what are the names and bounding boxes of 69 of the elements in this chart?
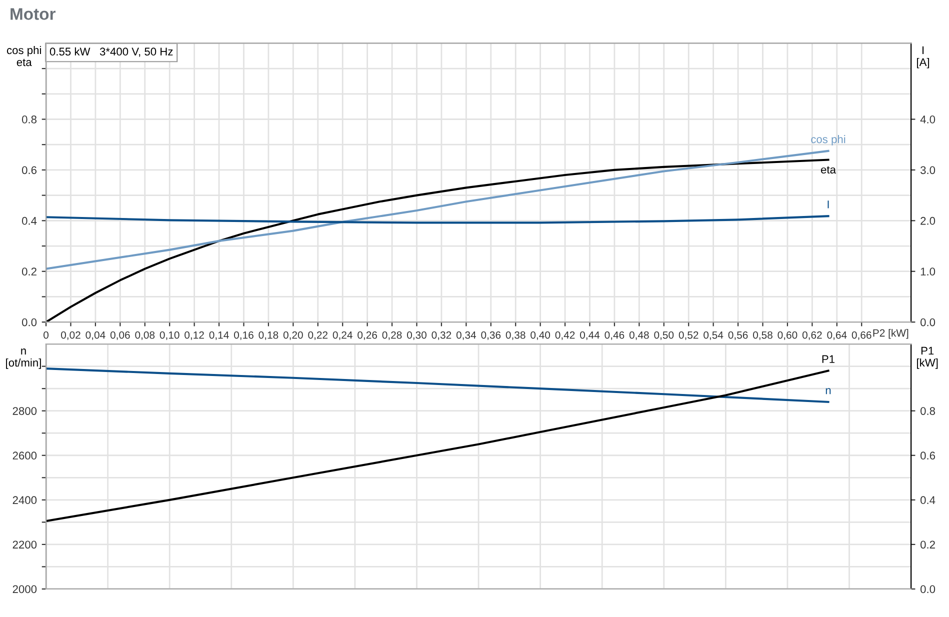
x-tick-label: 0,50 (654, 331, 674, 340)
y-axis-title: n [ot/min] (6, 348, 41, 369)
x-tick-label: 0,42 (555, 331, 575, 340)
series-label: P1 (822, 355, 834, 363)
x-tick-label: 0,66 (852, 331, 872, 340)
y2-tick-label: 1.0 (920, 268, 936, 276)
series-label: eta (820, 166, 836, 174)
x-tick-label: 0,30 (407, 331, 426, 340)
x-tick-label: 0,34 (456, 331, 476, 340)
x-tick-label: 0,18 (258, 331, 278, 340)
chart-title: Motor (10, 8, 56, 20)
x-tick-label: 0,54 (704, 331, 724, 340)
y-tick-label: 2200 (12, 540, 37, 549)
x-tick-label: 0,38 (506, 331, 526, 340)
series-label: n (826, 388, 831, 394)
x-tick-label: 0,36 (481, 331, 501, 340)
x-tick-label: 0,28 (382, 331, 402, 340)
x-tick-label: 0,56 (728, 331, 748, 340)
x-tick-label: 0,44 (580, 331, 600, 340)
x-tick-label: 0,16 (234, 331, 254, 340)
x-tick-label: 0 (44, 331, 49, 339)
y2-tick-label: 0.4 (920, 496, 936, 504)
y-tick-label: 0.6 (22, 166, 37, 174)
x-tick-label: 0,48 (629, 331, 649, 340)
x-tick-label: 0,60 (778, 331, 798, 340)
y2-axis-title: I [A] (917, 46, 930, 68)
x-tick-label: 0,26 (358, 331, 377, 340)
x-tick-label: 0,52 (678, 331, 698, 340)
annotation: 0.55 kW 3*400 V, 50 Hz (50, 47, 173, 57)
x-tick-label: 0,22 (308, 331, 328, 340)
y2-tick-label: 3.0 (920, 166, 936, 174)
x-tick-label: 0,32 (432, 331, 452, 340)
x-tick-label: 0,46 (604, 331, 624, 340)
x-axis-title: P2 [kW] (873, 329, 908, 339)
y2-tick-label: 0.0 (920, 585, 936, 594)
x-tick-label: 0,64 (827, 331, 847, 340)
x-tick-label: 0,02 (61, 331, 80, 340)
y2-axis-title: P1 [kW] (917, 346, 938, 369)
x-tick-label: 0,04 (86, 331, 106, 340)
y-tick-label: 2800 (12, 407, 37, 415)
y-tick-label: 0.0 (22, 318, 37, 326)
x-tick-label: 0,06 (110, 331, 130, 340)
y2-tick-label: 2.0 (920, 216, 936, 225)
x-tick-label: 0,14 (209, 331, 229, 340)
y2-tick-label: 0.6 (920, 452, 936, 460)
x-tick-label: 0,58 (753, 331, 772, 340)
series-label: I (828, 200, 829, 208)
y2-tick-label: 0.8 (920, 407, 936, 415)
x-tick-label: 0,62 (802, 331, 822, 340)
y2-tick-label: 4.0 (920, 116, 936, 124)
line-series (46, 370, 830, 522)
y-tick-label: 2400 (12, 496, 37, 504)
x-tick-label: 0,40 (530, 331, 550, 340)
y2-tick-label: 0.2 (920, 540, 935, 549)
x-tick-label: 0,24 (332, 331, 352, 340)
line-series (46, 215, 830, 224)
x-tick-label: 0,08 (135, 331, 155, 340)
y-tick-label: 0.4 (22, 216, 37, 225)
y2-tick-label: 0.0 (920, 318, 936, 326)
series-label: cos phi (811, 135, 846, 146)
y-tick-label: 0.8 (22, 116, 37, 124)
y-tick-label: 2600 (12, 452, 37, 460)
x-tick-label: 0,20 (283, 331, 303, 340)
y-tick-label: 2000 (12, 585, 37, 594)
y-tick-label: 0.2 (22, 268, 36, 276)
y-axis-title: cos phi eta (6, 46, 41, 66)
x-tick-label: 0,12 (184, 331, 204, 340)
x-tick-label: 0,10 (160, 331, 180, 340)
line-series (46, 367, 830, 403)
